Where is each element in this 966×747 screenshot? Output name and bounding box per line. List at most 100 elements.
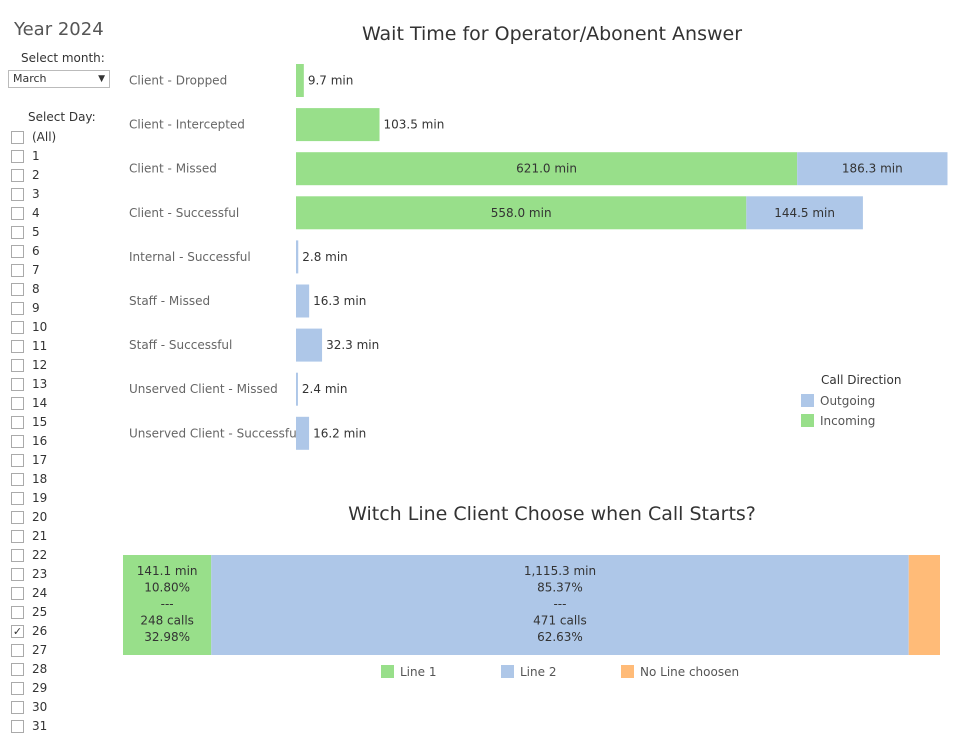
day-checkbox[interactable] [11, 264, 24, 277]
segment-label: 248 calls [140, 614, 194, 628]
day-label: 21 [32, 529, 48, 543]
bar-segment-outgoing [296, 284, 310, 318]
data-label: 2.4 min [302, 382, 348, 396]
day-checkbox[interactable] [11, 701, 24, 714]
day-checkbox[interactable] [11, 169, 24, 182]
day-label: 1 [32, 149, 40, 163]
day-checkbox[interactable] [11, 473, 24, 486]
chevron-down-icon: ▼ [98, 74, 105, 84]
day-checkbox[interactable] [11, 511, 24, 524]
day-label: 23 [32, 567, 48, 581]
day-label: 14 [32, 396, 48, 410]
segment-label: 62.63% [537, 630, 583, 644]
day-label: 9 [32, 301, 40, 315]
chart-title-wait-time: Wait Time for Operator/Abonent Answer [361, 23, 743, 45]
day-label: 16 [32, 434, 48, 448]
day-label: 15 [32, 415, 48, 429]
day-checkbox[interactable] [11, 530, 24, 543]
line-share-segment [211, 555, 909, 655]
category-label: Client - Missed [129, 162, 217, 176]
month-select[interactable]: March ▼ [8, 70, 110, 88]
category-label: Staff - Missed [129, 294, 210, 308]
legend-label-incoming: Incoming [820, 414, 876, 428]
day-checkbox[interactable] [11, 663, 24, 676]
legend-label-line-1: Line 1 [400, 665, 437, 679]
day-label: 10 [32, 320, 48, 334]
line-share-segment [123, 555, 212, 655]
data-label: 16.3 min [313, 294, 366, 308]
line-share-segment [908, 555, 940, 655]
month-filter-label: Select month: [21, 51, 105, 65]
day-checkbox[interactable] [11, 644, 24, 657]
segment-label: 32.98% [144, 630, 190, 644]
day-checkbox[interactable] [11, 682, 24, 695]
chart-title-line-choice: Witch Line Client Choose when Call Start… [348, 503, 756, 525]
day-label: 8 [32, 282, 40, 296]
day-label: 28 [32, 662, 48, 676]
day-label: 6 [32, 244, 40, 258]
day-checkbox[interactable] [11, 321, 24, 334]
day-checkbox[interactable] [11, 131, 24, 144]
category-label: Client - Successful [129, 206, 239, 220]
legend-label-line-2: Line 2 [520, 665, 557, 679]
day-checkbox[interactable]: ✓ [11, 625, 24, 638]
data-label: 16.2 min [313, 426, 366, 440]
day-checkbox[interactable] [11, 378, 24, 391]
data-label: 558.0 min [491, 206, 552, 220]
day-checkbox[interactable] [11, 245, 24, 258]
day-checkbox[interactable] [11, 283, 24, 296]
day-label: 31 [32, 719, 48, 733]
day-label: 18 [32, 472, 48, 486]
day-label: 25 [32, 605, 48, 619]
data-label: 621.0 min [516, 162, 577, 176]
day-label: 19 [32, 491, 48, 505]
legend-item-outgoing[interactable]: Outgoing [801, 394, 875, 408]
segment-label: --- [553, 597, 566, 611]
day-checkbox[interactable] [11, 492, 24, 505]
day-label: 22 [32, 548, 48, 562]
day-checkbox[interactable] [11, 359, 24, 372]
day-label: (All) [32, 130, 57, 144]
day-checkbox[interactable] [11, 226, 24, 239]
category-label: Client - Intercepted [129, 118, 245, 132]
bar-segment-outgoing [296, 240, 299, 274]
day-checkbox[interactable] [11, 188, 24, 201]
day-checkbox[interactable] [11, 416, 24, 429]
legend-item-incoming[interactable]: Incoming [801, 414, 875, 428]
month-select-value: March [13, 72, 47, 85]
legend-swatch-no-line [621, 665, 634, 678]
day-checkbox[interactable] [11, 549, 24, 562]
legend-title: Call Direction [821, 373, 902, 387]
day-checkbox[interactable] [11, 454, 24, 467]
day-checkbox[interactable] [11, 587, 24, 600]
legend-item-line-1[interactable]: Line 1 [381, 665, 436, 679]
data-label: 9.7 min [308, 74, 354, 88]
day-checkbox[interactable] [11, 435, 24, 448]
day-checkbox[interactable] [11, 150, 24, 163]
day-checkbox[interactable] [11, 606, 24, 619]
segment-label: 10.80% [144, 581, 190, 595]
day-checkbox[interactable] [11, 568, 24, 581]
segment-label: --- [161, 597, 174, 611]
legend-item-line-2[interactable]: Line 2 [501, 665, 556, 679]
data-label: 186.3 min [842, 162, 903, 176]
data-label: 144.5 min [774, 206, 835, 220]
segment-label: 85.37% [537, 581, 583, 595]
day-checkbox[interactable] [11, 720, 24, 733]
category-label: Internal - Successful [129, 250, 251, 264]
day-label: 13 [32, 377, 48, 391]
day-label: 27 [32, 643, 48, 657]
day-checkbox[interactable] [11, 302, 24, 315]
bar-segment-outgoing [797, 152, 948, 186]
data-label: 2.8 min [302, 250, 348, 264]
day-label: 24 [32, 586, 48, 600]
page-title: Year 2024 [14, 19, 104, 40]
data-label: 103.5 min [384, 118, 445, 132]
legend-item-no-line[interactable]: No Line choosen [621, 665, 739, 679]
day-checkbox[interactable] [11, 340, 24, 353]
day-checkbox[interactable] [11, 207, 24, 220]
day-label: 20 [32, 510, 48, 524]
day-filter-label: Select Day: [28, 110, 96, 124]
day-checkbox[interactable] [11, 397, 24, 410]
